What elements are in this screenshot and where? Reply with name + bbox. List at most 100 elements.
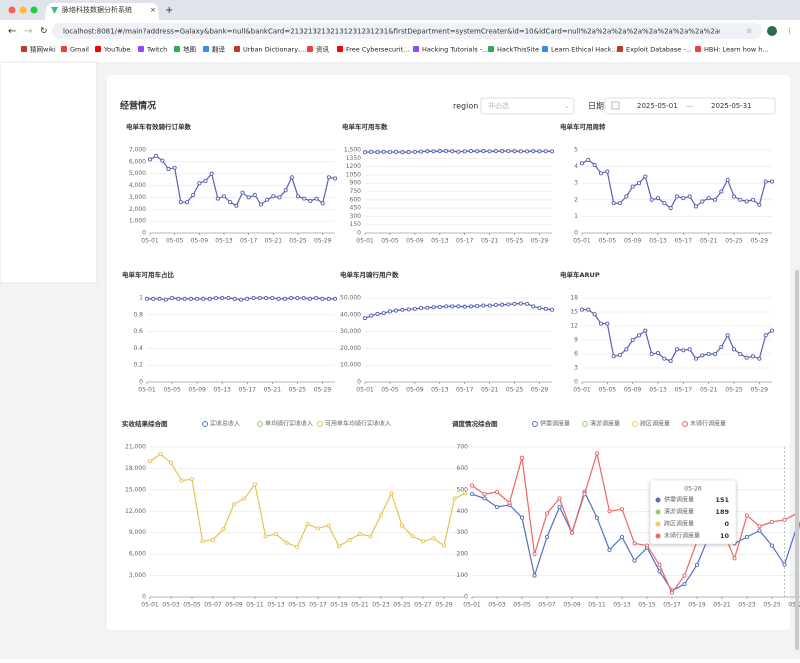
- new-tab[interactable]: +: [165, 5, 173, 16]
- y-tick-label: 9: [574, 337, 578, 344]
- data-point: [624, 347, 629, 352]
- data-point: [687, 194, 692, 199]
- data-point: [450, 304, 455, 309]
- legend-label[interactable]: 跨区调度量: [640, 420, 670, 428]
- legend-label[interactable]: 供需调度量: [540, 420, 570, 428]
- bookmark[interactable]: 翻译: [212, 45, 226, 54]
- data-point: [469, 492, 475, 497]
- data-point: [537, 306, 542, 311]
- bookmark[interactable]: Hacking Tutorials -...: [422, 46, 488, 54]
- legend-label[interactable]: 清淤调度量: [590, 420, 620, 428]
- bookmark-icon: [307, 46, 313, 52]
- legend-label[interactable]: 单均骑行实收收入: [265, 420, 313, 428]
- data-point: [452, 496, 457, 501]
- data-point: [406, 307, 411, 312]
- bookmark[interactable]: YouTube: [103, 46, 130, 54]
- x-tick-label: 05-29: [531, 238, 549, 245]
- chart-title: 电单车ARUP: [560, 270, 600, 279]
- bookmark[interactable]: 资讯: [316, 45, 330, 54]
- x-tick-label: 05-01: [573, 387, 591, 394]
- legend-label[interactable]: 实收总收入: [210, 420, 240, 428]
- region-select[interactable]: [480, 97, 575, 115]
- minimize-button[interactable]: [19, 6, 27, 14]
- reload[interactable]: ↻: [40, 27, 48, 37]
- date-end: 2025-05-31: [711, 102, 752, 110]
- data-point: [579, 161, 585, 166]
- zoom-button[interactable]: [30, 6, 38, 14]
- bookmark[interactable]: HackThisSite: [497, 46, 539, 54]
- date-label: 日期: [588, 102, 604, 111]
- data-point: [301, 295, 306, 301]
- x-tick-label: 05-01: [463, 602, 481, 609]
- data-point: [431, 536, 436, 541]
- tab[interactable]: [45, 3, 159, 20]
- data-point: [375, 150, 380, 155]
- x-tick-label: 05-27: [788, 602, 800, 609]
- data-point: [387, 149, 392, 155]
- x-tick-label: 05-29: [435, 602, 453, 609]
- bookmark[interactable]: Learn Ethical Hack...: [551, 46, 618, 54]
- y-tick-label: 12,000: [125, 508, 146, 515]
- legend-icon: [257, 421, 263, 427]
- back[interactable]: ←: [8, 26, 16, 37]
- data-point: [744, 534, 750, 540]
- data-point: [493, 149, 498, 154]
- card: [107, 75, 790, 630]
- data-point: [179, 478, 184, 483]
- date-range[interactable]: [604, 97, 776, 115]
- data-point: [201, 296, 206, 301]
- data-point: [557, 504, 562, 510]
- data-point: [264, 295, 269, 301]
- data-point: [750, 354, 756, 359]
- data-point: [617, 352, 623, 357]
- data-point: [531, 304, 536, 309]
- legend-label[interactable]: 可用单车均骑行实收收入: [325, 420, 391, 428]
- data-point: [700, 353, 705, 358]
- y-tick-label: 5,000: [129, 170, 146, 177]
- scrollbar[interactable]: [795, 270, 799, 650]
- bookmark[interactable]: HBH: Learn how h...: [704, 46, 769, 54]
- bookmark[interactable]: Gmail: [70, 46, 89, 54]
- tab-close[interactable]: ×: [150, 6, 156, 14]
- y-tick-label: 1050: [346, 171, 361, 178]
- y-tick-label: 1: [139, 295, 143, 302]
- bookmark[interactable]: Free Cybersecurit...: [346, 46, 409, 54]
- data-point: [157, 296, 162, 301]
- forward[interactable]: →: [24, 26, 32, 37]
- x-tick-label: 05-29: [314, 387, 332, 394]
- close-button[interactable]: [8, 6, 16, 14]
- bookmark-icon: [617, 46, 623, 52]
- data-point: [172, 165, 177, 170]
- x-tick-label: 05-01: [573, 238, 591, 245]
- bookmark[interactable]: 地图: [183, 45, 196, 54]
- x-tick-label: 05-15: [288, 602, 306, 609]
- x-tick-label: 05-07: [538, 602, 556, 609]
- data-point: [594, 515, 600, 520]
- legend-icon: [682, 421, 688, 427]
- legend-label[interactable]: 未骑行调度量: [690, 420, 726, 428]
- bookmark[interactable]: Twitch: [146, 46, 167, 54]
- x-tick-label: 05-21: [265, 238, 283, 245]
- data-point: [712, 197, 718, 202]
- star[interactable]: ☆: [746, 27, 752, 35]
- x-tick-label: 05-29: [751, 387, 769, 394]
- y-tick-label: 20,000: [340, 345, 361, 352]
- y-tick-label: 750: [350, 188, 362, 195]
- data-point: [276, 296, 281, 301]
- bookmark-icon: [695, 46, 701, 52]
- bookmark[interactable]: 猿网wiki: [30, 45, 56, 54]
- data-point: [221, 527, 226, 532]
- bookmark[interactable]: Urban Dictionary,...: [243, 46, 306, 54]
- legend-icon: [202, 421, 208, 427]
- data-point: [757, 356, 762, 361]
- menu[interactable]: ⋮: [786, 27, 793, 35]
- bookmark[interactable]: Exploit Database -...: [626, 46, 692, 54]
- address-bar[interactable]: [52, 23, 762, 39]
- data-point: [245, 296, 250, 301]
- chart-title: 电单车有效骑行订单数: [126, 122, 192, 131]
- data-point: [693, 204, 699, 209]
- data-point: [441, 543, 447, 548]
- y-tick-label: 10,000: [340, 362, 361, 369]
- profile[interactable]: [767, 26, 777, 36]
